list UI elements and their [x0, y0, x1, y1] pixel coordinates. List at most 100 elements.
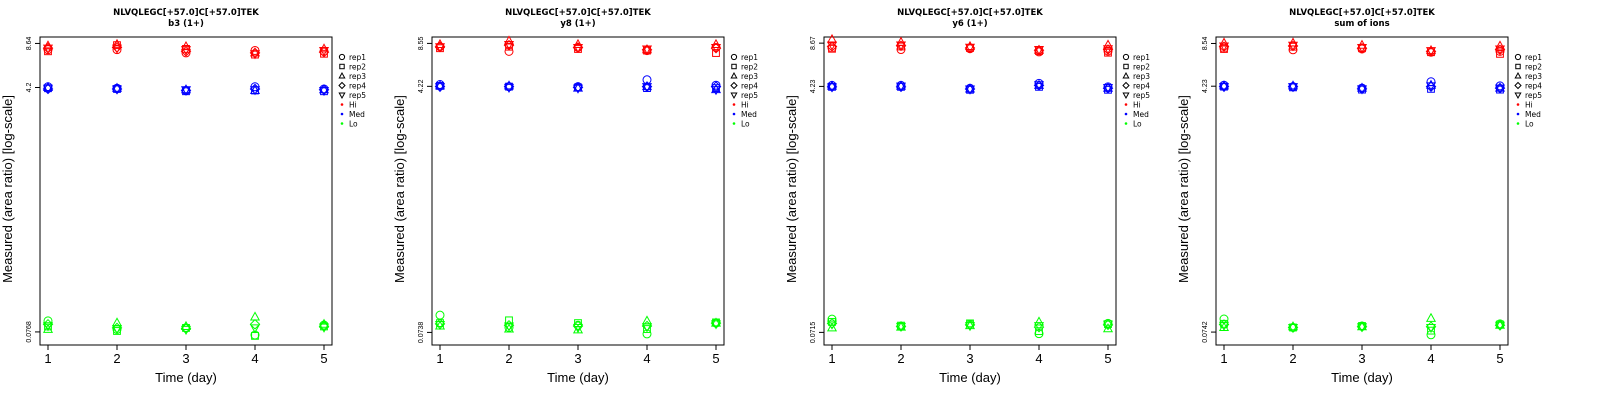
x-tick-label: 3 — [966, 351, 973, 366]
data-point-hi-rep2-day-1 — [828, 44, 836, 53]
x-tick-label: 1 — [44, 351, 51, 366]
data-point-med-rep3-day-2 — [1287, 80, 1299, 90]
data-point-hi-rep3-day-2 — [503, 35, 515, 45]
data-point-lo-rep2-day-4 — [1035, 327, 1043, 336]
data-point-lo-rep3-day-4 — [1425, 312, 1437, 322]
data-point-lo-rep5-day-2 — [111, 325, 123, 335]
legend-rep3-triangle-up-icon — [1514, 71, 1522, 79]
y-tick-label: 0.0715 — [810, 322, 817, 344]
data-point-hi-rep2-day-1 — [44, 47, 52, 56]
x-tick-label: 3 — [574, 351, 581, 366]
data-point-hi-rep3-day-2 — [111, 38, 123, 48]
data-point-med-rep3-day-4 — [641, 81, 653, 91]
data-point-lo-rep3-day-5 — [1494, 319, 1506, 329]
x-tick-label: 2 — [505, 351, 512, 366]
data-point-hi-rep3-day-3 — [180, 40, 192, 51]
data-point-med-rep4-day-5 — [710, 81, 722, 92]
x-axis-label: Time (day) — [547, 370, 609, 385]
data-point-lo-rep4-day-4 — [249, 318, 261, 330]
legend-label-rep5: rep5 — [1525, 91, 1542, 100]
data-point-med-rep5-day-4 — [1033, 81, 1045, 91]
legend-label-hi: Hi — [1133, 101, 1141, 110]
data-point-med-rep3-day-5 — [1494, 82, 1506, 92]
data-point-hi-rep5-day-5 — [1494, 45, 1506, 55]
data-point-lo-rep5-day-3 — [180, 325, 192, 336]
y-tick-label: 4.23 — [1202, 79, 1209, 93]
y-axis-label: Measured (area ratio) [log-scale] — [392, 95, 407, 283]
data-point-hi-rep3-day-1 — [1218, 37, 1230, 47]
data-point-lo-rep5-day-5 — [1102, 320, 1114, 330]
legend-label-rep4: rep4 — [1525, 82, 1542, 91]
data-point-med-rep5-day-5 — [1102, 84, 1114, 94]
data-point-hi-rep5-day-1 — [434, 43, 446, 53]
data-point-med-rep5-day-2 — [895, 82, 907, 92]
data-point-lo-rep5-day-1 — [826, 320, 838, 330]
data-point-lo-rep3-day-1 — [826, 322, 838, 332]
data-point-hi-rep1-day-5 — [1495, 46, 1505, 56]
data-point-med-rep5-day-1 — [1218, 83, 1230, 93]
data-point-hi-rep5-day-4 — [1425, 47, 1437, 57]
legend-label-rep2: rep2 — [741, 63, 758, 72]
data-point-lo-rep5-day-2 — [1287, 324, 1299, 334]
legend-label-rep1: rep1 — [741, 53, 758, 62]
x-tick-label: 4 — [1035, 351, 1042, 366]
legend-rep2-square-icon — [731, 63, 737, 70]
x-tick-label: 2 — [1289, 351, 1296, 366]
data-point-hi-rep1-day-5 — [1103, 46, 1113, 56]
legend-rep2-square-icon — [339, 63, 345, 70]
legend-hi-dot-icon — [732, 103, 736, 106]
legend-label-rep4: rep4 — [1133, 82, 1150, 91]
data-point-hi-rep2-day-5 — [712, 49, 720, 57]
legend-med-dot-icon — [732, 112, 736, 116]
data-point-hi-rep3-day-3 — [572, 38, 584, 48]
data-point-hi-rep5-day-3 — [180, 46, 192, 56]
legend-label-rep1: rep1 — [349, 53, 366, 62]
legend-lo-dot-icon — [1124, 122, 1128, 125]
x-tick-label: 3 — [182, 351, 189, 366]
x-tick-label: 5 — [320, 351, 327, 366]
data-point-med-rep5-day-1 — [826, 83, 838, 93]
y-tick-label: 4.22 — [418, 79, 425, 93]
data-point-hi-rep5-day-3 — [964, 43, 976, 53]
x-tick-label: 4 — [643, 351, 650, 366]
legend-label-rep3: rep3 — [1525, 72, 1542, 81]
data-point-med-rep2-day-4 — [1427, 84, 1435, 93]
legend-hi-dot-icon — [340, 103, 344, 106]
chart-title: NLVQLEGC[+57.0]C[+57.0]TEK — [1289, 8, 1435, 18]
data-point-hi-rep5-day-4 — [249, 50, 261, 60]
x-tick-label: 1 — [1220, 351, 1227, 366]
data-point-hi-rep3-day-4 — [249, 47, 261, 57]
legend-label-med: Med — [1133, 110, 1149, 119]
data-point-lo-rep5-day-4 — [249, 324, 261, 334]
chart-title: NLVQLEGC[+57.0]C[+57.0]TEK — [505, 8, 651, 18]
legend-lo-dot-icon — [732, 122, 736, 125]
data-point-med-rep3-day-1 — [434, 80, 446, 90]
data-point-lo-rep5-day-5 — [1494, 321, 1506, 331]
data-point-hi-rep3-day-4 — [1425, 44, 1437, 55]
data-point-lo-rep5-day-4 — [641, 323, 653, 333]
legend-label-med: Med — [1525, 110, 1541, 119]
data-point-hi-rep2-day-5 — [1104, 48, 1112, 57]
data-point-lo-rep1-day-1 — [435, 310, 445, 320]
data-point-hi-rep5-day-5 — [318, 46, 330, 57]
data-point-lo-rep3-day-1 — [42, 323, 54, 333]
legend-med-dot-icon — [340, 112, 344, 116]
data-point-lo-rep2-day-3 — [574, 319, 582, 328]
data-point-hi-rep3-day-5 — [1102, 39, 1114, 49]
x-tick-label: 2 — [897, 351, 904, 366]
y-tick-label: 0.0742 — [1202, 321, 1209, 343]
data-point-lo-rep5-day-4 — [1425, 324, 1437, 334]
x-tick-label: 4 — [1427, 351, 1434, 366]
legend-lo-dot-icon — [1516, 122, 1520, 125]
data-point-med-rep5-day-1 — [42, 84, 54, 94]
data-point-med-rep5-day-4 — [1425, 82, 1437, 92]
legend-rep5-triangle-down-icon — [338, 92, 346, 100]
data-point-med-rep3-day-3 — [1356, 82, 1368, 92]
legend-rep4-diamond-icon — [338, 81, 346, 90]
data-point-med-rep5-day-2 — [1287, 83, 1299, 93]
data-point-med-rep3-day-1 — [1218, 80, 1230, 90]
